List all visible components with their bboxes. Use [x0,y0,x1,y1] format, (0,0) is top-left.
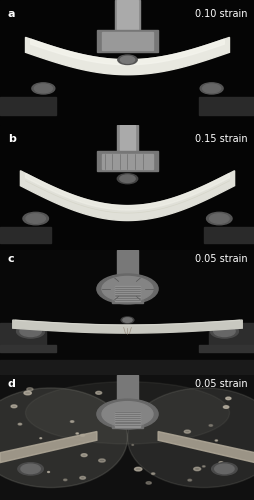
Circle shape [20,326,41,336]
Circle shape [102,276,152,301]
Bar [198,345,254,352]
Circle shape [206,212,231,225]
Text: 0.05 strain: 0.05 strain [194,379,246,389]
Circle shape [183,430,190,433]
Bar [119,125,135,156]
Polygon shape [0,376,254,500]
Bar [117,250,137,285]
Circle shape [146,482,151,484]
Bar [102,154,152,168]
Circle shape [119,175,135,182]
Circle shape [149,416,151,418]
Bar [0,322,46,350]
Circle shape [202,466,204,467]
Bar [102,32,152,50]
Polygon shape [30,39,224,65]
Circle shape [81,454,87,456]
Ellipse shape [0,388,127,488]
Circle shape [117,55,137,64]
Circle shape [121,317,133,323]
Circle shape [80,476,85,479]
Circle shape [102,402,152,426]
Circle shape [76,433,78,434]
Bar [0,345,56,352]
Circle shape [18,462,43,475]
Bar [114,286,140,302]
Polygon shape [157,432,254,462]
Circle shape [209,214,228,224]
Text: b: b [8,134,15,144]
Bar [117,125,137,156]
Circle shape [95,392,101,394]
Circle shape [199,83,222,94]
Circle shape [11,405,17,407]
Bar [117,376,137,410]
Polygon shape [0,228,51,244]
Text: a: a [8,8,15,18]
Circle shape [134,468,141,471]
Circle shape [211,462,236,475]
Circle shape [97,399,157,429]
Bar [0,360,254,375]
Bar [208,322,254,350]
Ellipse shape [127,388,254,488]
Polygon shape [0,97,56,114]
Circle shape [122,318,132,322]
Circle shape [202,84,220,93]
Circle shape [225,397,230,400]
Ellipse shape [25,382,229,444]
Circle shape [116,408,118,410]
Bar [97,152,157,171]
Polygon shape [13,320,241,333]
Bar [97,30,157,52]
Circle shape [208,424,212,426]
Bar [117,0,137,35]
Circle shape [210,324,237,338]
Polygon shape [0,250,254,375]
Circle shape [97,274,157,304]
Text: 0.05 strain: 0.05 strain [194,254,246,264]
Polygon shape [0,125,254,250]
Polygon shape [25,174,229,210]
Bar [114,0,140,35]
Bar [112,410,142,428]
Circle shape [24,391,31,395]
Circle shape [218,462,222,464]
Circle shape [70,420,74,422]
Circle shape [98,459,105,462]
Circle shape [223,406,228,408]
Polygon shape [203,228,254,244]
Bar [114,412,140,426]
Circle shape [193,468,200,470]
Circle shape [117,174,137,184]
Circle shape [27,388,33,391]
Circle shape [18,424,22,425]
Polygon shape [25,38,229,74]
Circle shape [80,434,84,436]
Circle shape [63,479,67,480]
Polygon shape [0,432,97,462]
Circle shape [187,480,191,481]
Circle shape [214,440,217,441]
Bar [112,285,142,302]
Circle shape [23,212,48,225]
Text: 0.10 strain: 0.10 strain [194,8,246,18]
Circle shape [213,326,234,336]
Text: d: d [8,379,15,389]
Polygon shape [0,0,254,124]
Circle shape [17,324,44,338]
Circle shape [151,473,154,474]
Circle shape [214,464,233,473]
Circle shape [21,464,40,473]
Polygon shape [198,97,254,114]
Circle shape [120,56,134,64]
Circle shape [131,444,133,446]
Polygon shape [20,170,234,220]
Text: 0.15 strain: 0.15 strain [194,134,246,144]
Circle shape [34,84,52,93]
Circle shape [32,83,55,94]
Circle shape [26,214,45,224]
Text: c: c [8,254,14,264]
